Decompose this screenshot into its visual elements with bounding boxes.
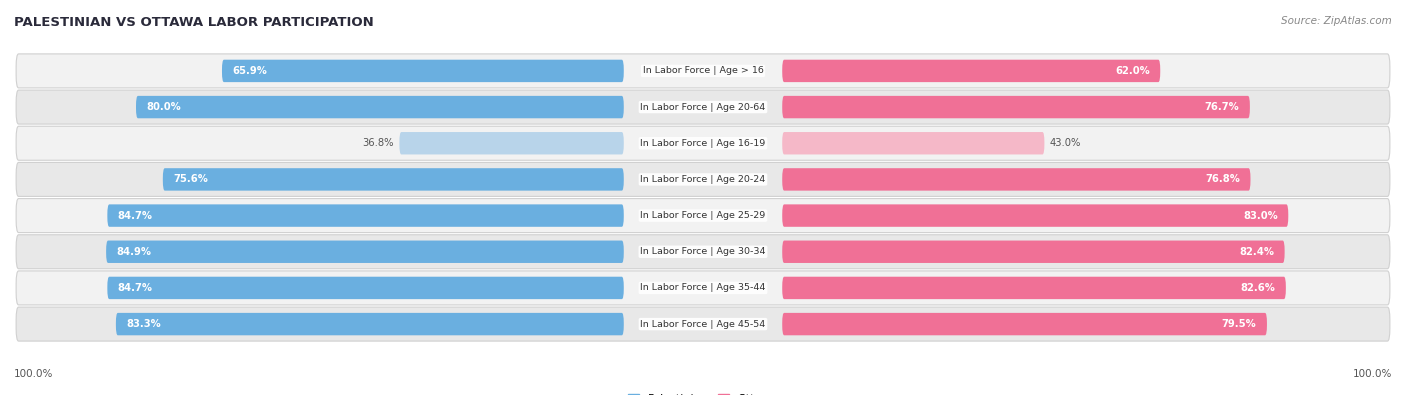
Text: In Labor Force | Age 35-44: In Labor Force | Age 35-44	[640, 284, 766, 292]
Text: 79.5%: 79.5%	[1222, 319, 1257, 329]
FancyBboxPatch shape	[782, 132, 1045, 154]
Text: 65.9%: 65.9%	[232, 66, 267, 76]
Text: 75.6%: 75.6%	[173, 175, 208, 184]
FancyBboxPatch shape	[782, 168, 1250, 191]
FancyBboxPatch shape	[107, 277, 624, 299]
FancyBboxPatch shape	[115, 313, 624, 335]
FancyBboxPatch shape	[15, 54, 1391, 88]
FancyBboxPatch shape	[163, 168, 624, 191]
Text: In Labor Force | Age 25-29: In Labor Force | Age 25-29	[640, 211, 766, 220]
FancyBboxPatch shape	[782, 60, 1160, 82]
FancyBboxPatch shape	[136, 96, 624, 118]
Text: 76.8%: 76.8%	[1205, 175, 1240, 184]
FancyBboxPatch shape	[15, 162, 1391, 196]
FancyBboxPatch shape	[15, 126, 1391, 160]
FancyBboxPatch shape	[15, 307, 1391, 341]
FancyBboxPatch shape	[222, 60, 624, 82]
Text: 83.3%: 83.3%	[127, 319, 160, 329]
Text: In Labor Force | Age 45-54: In Labor Force | Age 45-54	[640, 320, 766, 329]
Text: In Labor Force | Age 20-24: In Labor Force | Age 20-24	[640, 175, 766, 184]
FancyBboxPatch shape	[782, 241, 1285, 263]
Text: In Labor Force | Age > 16: In Labor Force | Age > 16	[643, 66, 763, 75]
Text: 76.7%: 76.7%	[1205, 102, 1240, 112]
FancyBboxPatch shape	[782, 277, 1286, 299]
Text: 83.0%: 83.0%	[1243, 211, 1278, 220]
Text: 62.0%: 62.0%	[1115, 66, 1150, 76]
FancyBboxPatch shape	[782, 313, 1267, 335]
FancyBboxPatch shape	[15, 199, 1391, 233]
Text: 100.0%: 100.0%	[1353, 369, 1392, 379]
Text: 82.4%: 82.4%	[1239, 247, 1274, 257]
Text: 84.7%: 84.7%	[118, 211, 153, 220]
FancyBboxPatch shape	[782, 204, 1288, 227]
Text: PALESTINIAN VS OTTAWA LABOR PARTICIPATION: PALESTINIAN VS OTTAWA LABOR PARTICIPATIO…	[14, 16, 374, 29]
Text: 82.6%: 82.6%	[1240, 283, 1275, 293]
FancyBboxPatch shape	[15, 235, 1391, 269]
FancyBboxPatch shape	[105, 241, 624, 263]
FancyBboxPatch shape	[782, 96, 1250, 118]
Text: In Labor Force | Age 30-34: In Labor Force | Age 30-34	[640, 247, 766, 256]
Text: In Labor Force | Age 16-19: In Labor Force | Age 16-19	[640, 139, 766, 148]
Text: 100.0%: 100.0%	[14, 369, 53, 379]
Text: 43.0%: 43.0%	[1050, 138, 1081, 148]
Text: 84.9%: 84.9%	[117, 247, 152, 257]
Text: 36.8%: 36.8%	[363, 138, 394, 148]
FancyBboxPatch shape	[15, 90, 1391, 124]
Legend: Palestinian, Ottawa: Palestinian, Ottawa	[624, 389, 782, 395]
FancyBboxPatch shape	[399, 132, 624, 154]
Text: Source: ZipAtlas.com: Source: ZipAtlas.com	[1281, 16, 1392, 26]
FancyBboxPatch shape	[107, 204, 624, 227]
Text: In Labor Force | Age 20-64: In Labor Force | Age 20-64	[640, 103, 766, 111]
Text: 80.0%: 80.0%	[146, 102, 181, 112]
Text: 84.7%: 84.7%	[118, 283, 153, 293]
FancyBboxPatch shape	[15, 271, 1391, 305]
